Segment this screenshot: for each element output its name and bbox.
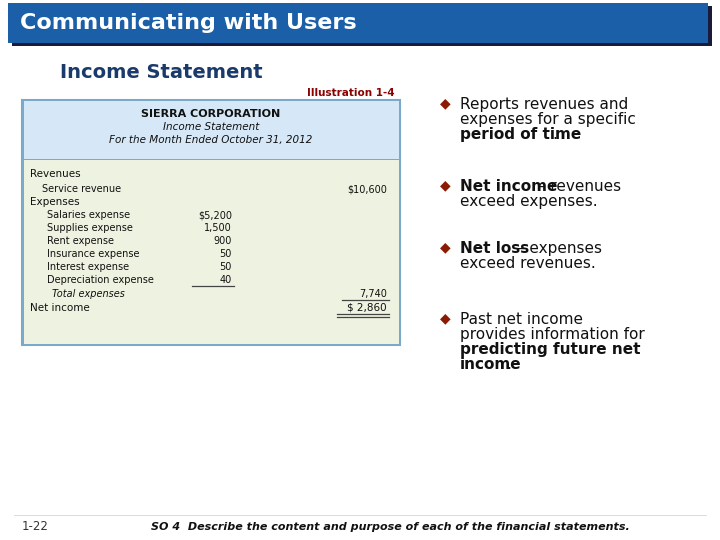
FancyBboxPatch shape [12, 6, 712, 46]
Text: Revenues: Revenues [30, 169, 81, 179]
Text: – revenues: – revenues [533, 179, 621, 194]
Text: $5,200: $5,200 [198, 210, 232, 220]
Text: 1,500: 1,500 [204, 223, 232, 233]
Text: predicting future net: predicting future net [460, 342, 641, 357]
Text: – expenses: – expenses [512, 241, 602, 256]
FancyBboxPatch shape [22, 100, 400, 345]
Text: Past net income: Past net income [460, 312, 583, 327]
Text: Supplies expense: Supplies expense [47, 223, 133, 233]
Text: 50: 50 [220, 262, 232, 272]
FancyBboxPatch shape [24, 101, 398, 159]
Text: Interest expense: Interest expense [47, 262, 129, 272]
FancyBboxPatch shape [24, 159, 398, 343]
Text: ◆: ◆ [440, 240, 451, 254]
Text: Salaries expense: Salaries expense [47, 210, 130, 220]
Text: 1-22: 1-22 [22, 521, 49, 534]
Text: Net loss: Net loss [460, 241, 529, 256]
Text: Rent expense: Rent expense [47, 236, 114, 246]
Text: Service revenue: Service revenue [42, 184, 121, 194]
Text: Reports revenues and: Reports revenues and [460, 97, 629, 112]
Text: Income Statement: Income Statement [163, 122, 259, 132]
Text: exceed revenues.: exceed revenues. [460, 256, 595, 271]
Text: $10,600: $10,600 [347, 184, 387, 194]
Text: Income Statement: Income Statement [60, 63, 263, 82]
Text: 900: 900 [214, 236, 232, 246]
FancyBboxPatch shape [8, 3, 708, 43]
Text: $ 2,860: $ 2,860 [347, 303, 387, 313]
Text: Insurance expense: Insurance expense [47, 249, 140, 259]
Text: period of time: period of time [460, 127, 581, 142]
Text: ◆: ◆ [440, 311, 451, 325]
Text: .: . [552, 127, 557, 142]
Text: Net income: Net income [460, 179, 557, 194]
Text: provides information for: provides information for [460, 327, 644, 342]
Text: ◆: ◆ [440, 178, 451, 192]
Text: SO 4  Describe the content and purpose of each of the financial statements.: SO 4 Describe the content and purpose of… [150, 522, 629, 532]
Text: .: . [506, 357, 511, 372]
Text: For the Month Ended October 31, 2012: For the Month Ended October 31, 2012 [109, 135, 312, 145]
Text: Depreciation expense: Depreciation expense [47, 275, 154, 285]
Text: Illustration 1-4: Illustration 1-4 [307, 88, 395, 98]
Text: 50: 50 [220, 249, 232, 259]
Text: Net income: Net income [30, 303, 90, 313]
Text: expenses for a specific: expenses for a specific [460, 112, 636, 127]
Text: income: income [460, 357, 521, 372]
Text: Communicating with Users: Communicating with Users [20, 13, 356, 33]
Text: ◆: ◆ [440, 96, 451, 110]
Text: Total expenses: Total expenses [52, 289, 125, 299]
Text: Expenses: Expenses [30, 197, 80, 207]
Text: 40: 40 [220, 275, 232, 285]
Text: 7,740: 7,740 [359, 289, 387, 299]
Text: SIERRA CORPORATION: SIERRA CORPORATION [141, 109, 281, 119]
Text: exceed expenses.: exceed expenses. [460, 194, 598, 209]
